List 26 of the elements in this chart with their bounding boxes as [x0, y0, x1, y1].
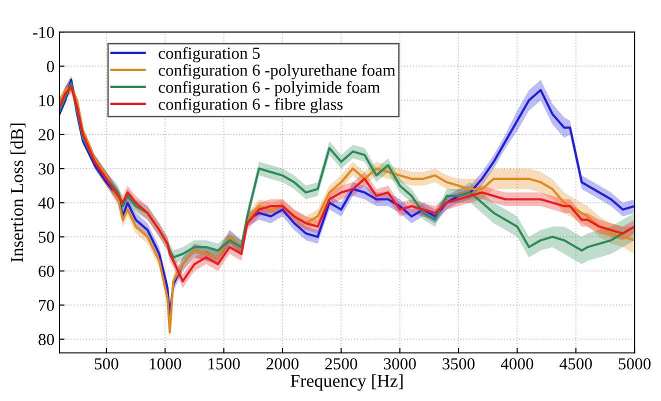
x-tick-label: 4000 — [500, 358, 534, 370]
x-tick-label: 500 — [94, 358, 118, 370]
legend-label: configuration 6 -polyurethane foam — [158, 64, 396, 80]
x-tick-label: 2500 — [325, 358, 358, 370]
y-tick-label: 30 — [38, 163, 54, 175]
x-tick-label: 3500 — [442, 358, 475, 370]
x-tick-label: 1500 — [208, 358, 240, 370]
x-tick-label: 3000 — [384, 358, 416, 370]
x-tick-label: 1000 — [150, 358, 182, 370]
y-tick-label: 20 — [38, 129, 54, 140]
y-tick-label: 80 — [38, 334, 54, 346]
legend-label: configuration 5 — [158, 46, 260, 62]
x-tick-label: 5000 — [618, 358, 651, 370]
x-tick-label: 4500 — [560, 358, 592, 370]
y-tick-label: 10 — [39, 95, 54, 106]
x-axis-title: Frequency [Hz] — [290, 374, 403, 391]
legend-label: configuration 6 - fibre glass — [158, 98, 343, 114]
y-tick-label: 60 — [38, 266, 54, 277]
y-tick-label: 50 — [38, 232, 54, 243]
y-tick-label: 40 — [38, 197, 54, 209]
legend-label: configuration 6 - polyimide foam — [158, 80, 380, 96]
x-tick-label: 2000 — [266, 358, 299, 370]
y-tick-label: 70 — [39, 300, 54, 312]
y-tick-label: -10 — [33, 26, 54, 38]
y-axis-title: Insertion Loss [dB] — [10, 124, 26, 262]
y-tick-label: 0 — [46, 60, 54, 72]
